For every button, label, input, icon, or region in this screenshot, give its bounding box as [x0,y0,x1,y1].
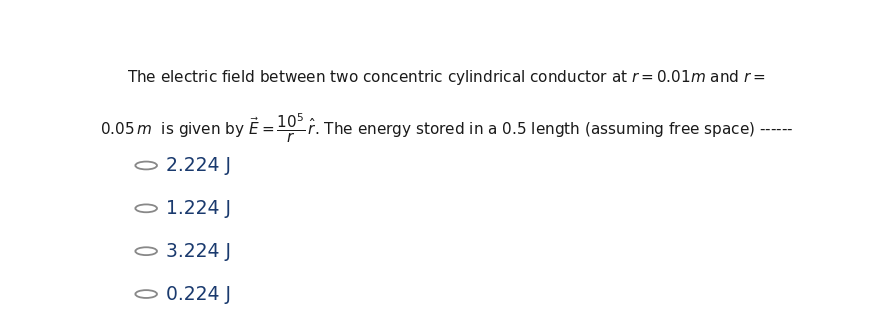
Text: The electric field between two concentric cylindrical conductor at $r = 0.01m$ a: The electric field between two concentri… [127,67,766,86]
Text: 0.224 J: 0.224 J [167,285,231,304]
Text: 1.224 J: 1.224 J [167,199,231,218]
Text: $0.05\,m$  is given by $\vec{E} = \dfrac{10^5}{r}\,\hat{r}$. The energy stored i: $0.05\,m$ is given by $\vec{E} = \dfrac{… [100,112,794,145]
Text: 3.224 J: 3.224 J [167,242,231,261]
Text: 2.224 J: 2.224 J [167,156,231,175]
